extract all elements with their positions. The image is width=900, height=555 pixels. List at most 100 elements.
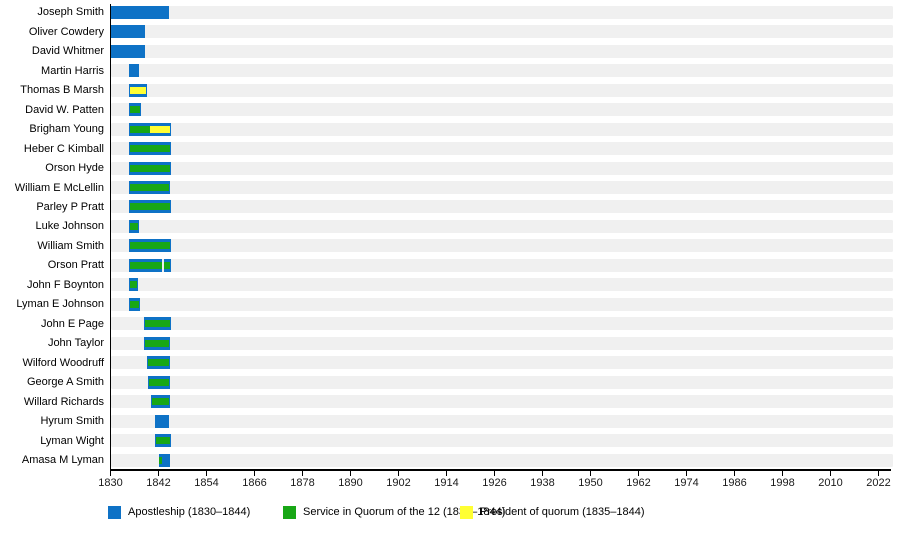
x-tick-label: 1950 [578,477,603,489]
row-track [111,161,893,175]
apostleship-bar [110,5,169,19]
person-label: William Smith [37,239,104,252]
person-label: David Whitmer [31,45,104,58]
x-tick-mark [781,470,784,476]
person-label: John E Page [41,317,104,330]
quorum-bar [129,222,138,230]
x-tick-mark [349,470,352,476]
x-tick-label: 1866 [242,477,267,489]
row-track [111,5,893,19]
apostleship-bar [110,25,145,39]
person-label: Wilford Woodruff [22,356,104,369]
apostleship-bar [128,64,139,78]
quorum-bar [159,456,163,464]
x-tick-label: 1926 [482,477,507,489]
row-track [111,453,893,467]
quorum-bar [129,300,139,308]
person-label: John F Boynton [26,278,104,291]
x-tick-mark [397,470,400,476]
x-tick-mark [541,470,544,476]
row-track [111,395,893,409]
person-label: David W. Patten [25,103,104,116]
x-tick-mark [877,470,880,476]
row-track [111,25,893,39]
quorum-bar [155,437,170,445]
person-label: Amasa M Lyman [21,454,104,467]
person-label: Lyman Wight [40,434,104,447]
x-tick-label: 1962 [626,477,651,489]
row-track [111,44,893,58]
legend-label-quorum: Service in Quorum of the 12 (1835–1844) [303,506,506,518]
row-track [111,200,893,214]
quorum-bar [144,320,170,328]
person-label: Parley P Pratt [36,200,104,213]
x-tick-mark [829,470,832,476]
row-track [111,356,893,370]
x-tick-mark [109,470,112,476]
person-label: Orson Hyde [45,162,104,175]
person-label: Luke Johnson [35,220,105,233]
legend-label-president: President of quorum (1835–1844) [480,506,645,518]
x-tick-label: 2022 [866,477,891,489]
person-label: Joseph Smith [37,6,104,19]
x-tick-label: 1914 [434,477,459,489]
x-tick-label: 1902 [386,477,411,489]
x-tick-label: 1878 [290,477,315,489]
x-tick-label: 1830 [98,477,123,489]
row-track [111,142,893,156]
legend-swatch-quorum [283,506,296,519]
apostleship-bar [154,414,169,428]
person-label: Martin Harris [41,64,104,77]
quorum-bar [129,242,170,250]
row-track [111,83,893,97]
row-track [111,103,893,117]
quorum-bar [147,359,169,367]
quorum-bar [129,164,170,172]
row-track [111,414,893,428]
person-label: John Taylor [47,337,104,350]
x-tick-label: 1854 [194,477,219,489]
person-label: Lyman E Johnson [16,298,104,311]
legend-swatch-apostleship [108,506,121,519]
person-label: Willard Richards [23,395,104,408]
person-label: George A Smith [26,376,104,389]
quorum-bar [148,378,169,386]
x-tick-mark [493,470,496,476]
row-track [111,64,893,78]
x-tick-mark [301,470,304,476]
x-tick-mark [157,470,160,476]
x-tick-mark [445,470,448,476]
quorum-bar [144,339,169,347]
x-tick-mark [253,470,256,476]
quorum-bar [129,184,170,191]
x-tick-label: 1974 [674,477,699,489]
quorum-bar [129,261,163,269]
x-tick-label: 2010 [818,477,843,489]
x-tick-label: 1986 [722,477,747,489]
row-track [111,122,893,136]
row-track [111,181,893,194]
apostleship-bar [110,44,145,58]
y-axis-line [110,4,112,470]
x-tick-mark [589,470,592,476]
quorum-bar [129,281,137,289]
row-track [111,317,893,331]
x-tick-label: 1998 [770,477,795,489]
x-tick-label: 1938 [530,477,555,489]
x-tick-mark [637,470,640,476]
person-label: Orson Pratt [47,259,104,272]
row-track [111,239,893,253]
x-axis-line [110,469,891,471]
row-track [111,375,893,389]
row-track [111,297,893,311]
quorum-bar [151,398,169,406]
row-track [111,278,893,292]
x-tick-label: 1842 [146,477,171,489]
person-label: Brigham Young [29,123,104,136]
quorum-bar [164,261,170,269]
quorum-bar [129,145,170,153]
legend-label-apostleship: Apostleship (1830–1844) [128,506,251,518]
person-label: Oliver Cowdery [28,25,104,38]
quorum-bar [129,106,140,114]
row-track [111,336,893,350]
